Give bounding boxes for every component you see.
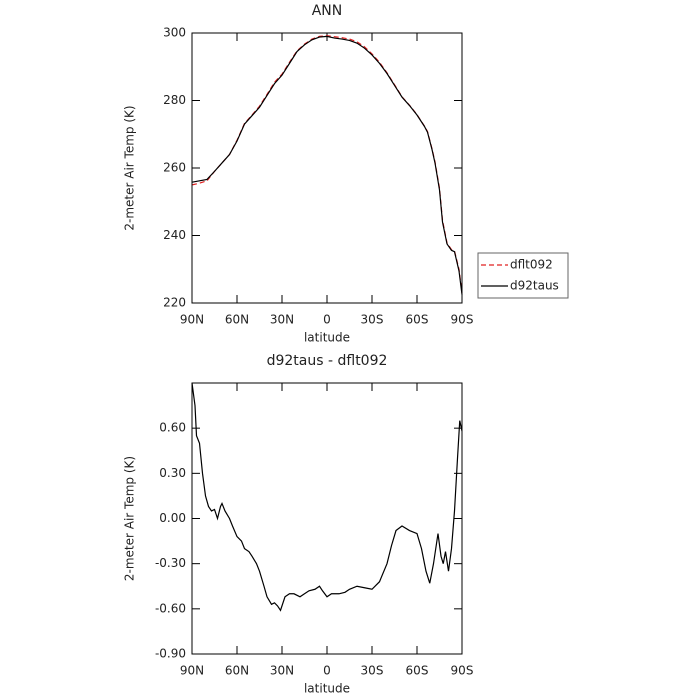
- series-line: [191, 35, 463, 295]
- series-line: [191, 382, 463, 612]
- chart-title: d92taus - dflt092: [267, 353, 388, 369]
- x-tick-label: 60S: [406, 664, 429, 678]
- chart-title: ANN: [312, 3, 343, 19]
- x-axis-label: latitude: [304, 682, 350, 696]
- x-tick-label: 60S: [406, 313, 429, 327]
- y-tick-label: 240: [163, 228, 186, 242]
- x-axis-label: latitude: [304, 331, 350, 345]
- x-tick-label: 30N: [270, 313, 294, 327]
- x-tick-label: 0: [323, 664, 331, 678]
- x-tick-label: 90N: [180, 313, 204, 327]
- x-tick-label: 60N: [225, 313, 249, 327]
- legend-label: dflt092: [510, 258, 553, 272]
- y-axis-label: 2-meter Air Temp (K): [123, 105, 137, 230]
- x-tick-label: 30S: [361, 313, 384, 327]
- x-tick-label: 60N: [225, 664, 249, 678]
- x-tick-label: 90N: [180, 664, 204, 678]
- x-tick-label: 0: [323, 313, 331, 327]
- x-tick-label: 90S: [451, 313, 474, 327]
- y-tick-label: -0.90: [155, 647, 186, 661]
- y-tick-label: 220: [163, 296, 186, 310]
- plot-frame: [191, 32, 463, 304]
- y-tick-label: 280: [163, 93, 186, 107]
- y-tick-label: 0.00: [159, 511, 186, 525]
- x-tick-label: 30S: [361, 664, 384, 678]
- y-tick-label: 0.60: [159, 421, 186, 435]
- y-tick-label: 0.30: [159, 466, 186, 480]
- x-tick-label: 90S: [451, 664, 474, 678]
- y-axis-label: 2-meter Air Temp (K): [123, 456, 137, 581]
- y-tick-label: -0.30: [155, 556, 186, 570]
- legend-label: d92taus: [510, 279, 559, 293]
- y-tick-label: 260: [163, 161, 186, 175]
- y-tick-label: -0.60: [155, 601, 186, 615]
- legend-box: [477, 252, 569, 299]
- x-tick-label: 30N: [270, 664, 294, 678]
- series-line: [191, 35, 463, 293]
- y-tick-label: 300: [163, 26, 186, 40]
- plot-frame: [191, 382, 463, 655]
